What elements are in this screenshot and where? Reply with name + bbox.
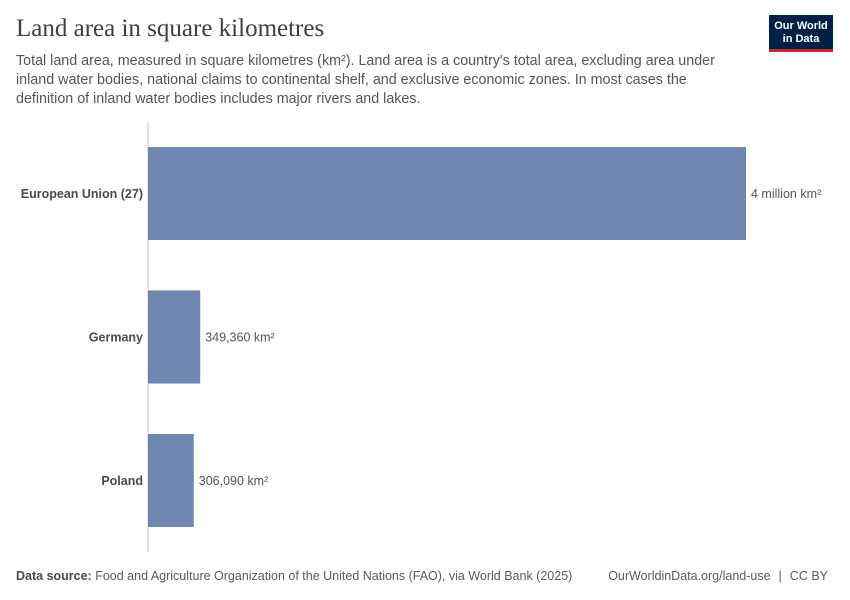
chart-subtitle: Total land area, measured in square kilo… bbox=[16, 53, 715, 107]
data-source: Data source: Food and Agriculture Organi… bbox=[16, 569, 572, 583]
logo-line-1: Our World bbox=[774, 20, 828, 32]
chart-title: Land area in square kilometres bbox=[16, 15, 325, 42]
logo-accent-bar bbox=[769, 49, 833, 52]
data-source-label: Data source: bbox=[16, 569, 92, 583]
value-label-2: 306,090 km² bbox=[199, 474, 268, 488]
category-label-1: Germany bbox=[89, 331, 143, 345]
logo-line-2: in Data bbox=[782, 33, 820, 45]
license-link[interactable]: CC BY bbox=[789, 569, 828, 583]
bar-chart: European Union (27) 4 million km² Germany 3… bbox=[21, 122, 821, 552]
value-label-0: 4 million km² bbox=[751, 187, 821, 201]
footer-separator: | bbox=[778, 569, 782, 583]
bar-1[interactable] bbox=[148, 290, 201, 384]
data-source-text: Food and Agriculture Organization of the… bbox=[95, 569, 573, 583]
owid-logo[interactable]: Our World in Data bbox=[769, 15, 833, 52]
value-label-1: 349,360 km² bbox=[205, 331, 274, 345]
source-url-link[interactable]: OurWorldinData.org/land-use bbox=[608, 569, 771, 583]
bar-0[interactable] bbox=[148, 147, 746, 240]
category-label-2: Poland bbox=[101, 474, 143, 488]
footer-right: OurWorldinData.org/land-use | CC BY bbox=[604, 569, 832, 583]
category-label-0: European Union (27) bbox=[21, 187, 143, 201]
bar-2[interactable] bbox=[148, 434, 194, 527]
